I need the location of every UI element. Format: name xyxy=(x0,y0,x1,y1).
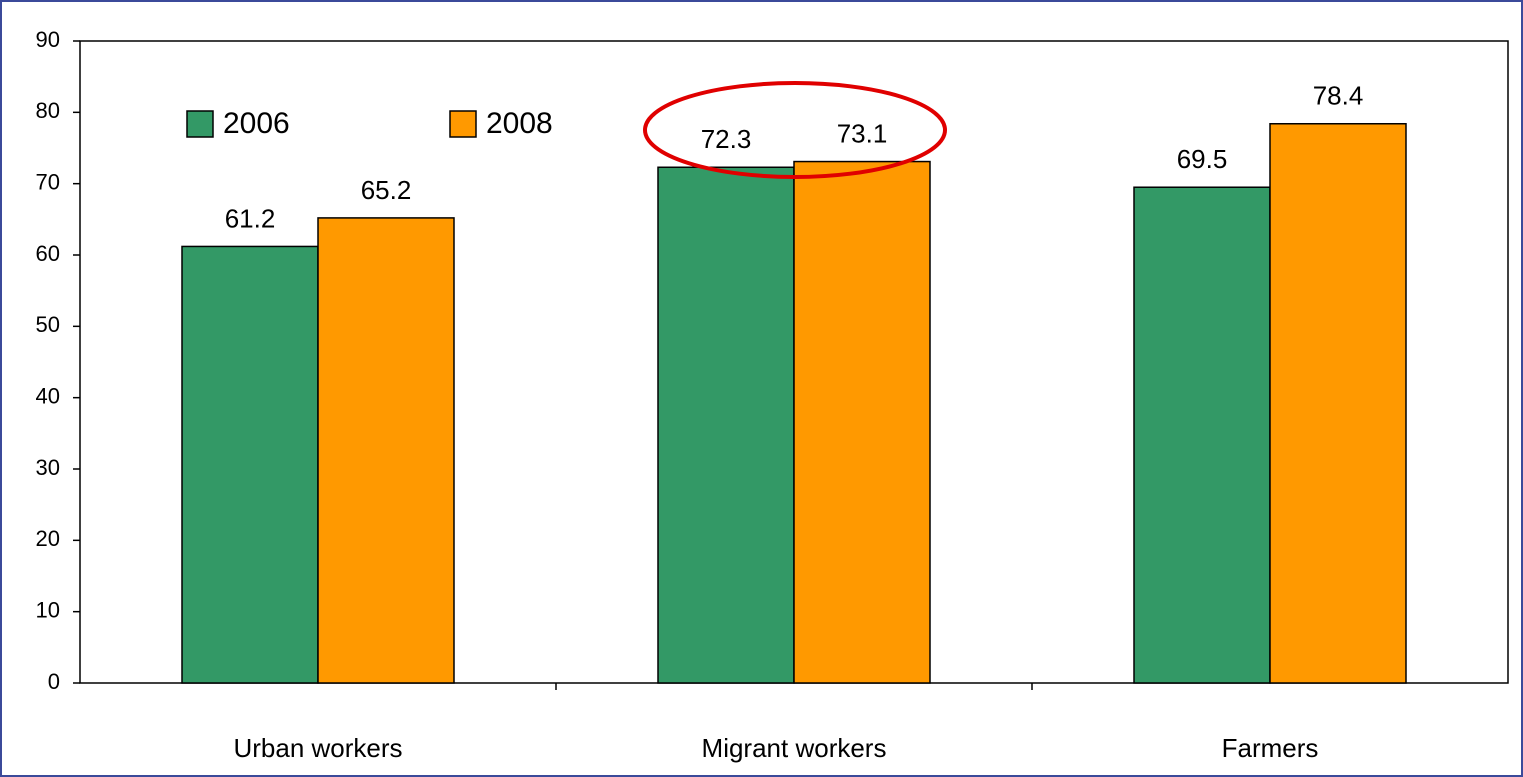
bar xyxy=(1269,122,1407,684)
value-label: 69.5 xyxy=(1177,144,1228,174)
value-label: 78.4 xyxy=(1313,81,1364,111)
y-tick-label: 60 xyxy=(36,241,60,266)
y-tick-label: 80 xyxy=(36,98,60,123)
bar xyxy=(317,217,455,684)
x-tick-label: Urban workers xyxy=(233,733,402,763)
y-tick-label: 70 xyxy=(36,169,60,194)
bar xyxy=(1133,186,1271,684)
value-label: 72.3 xyxy=(701,124,752,154)
legend-swatch xyxy=(449,110,477,138)
y-tick-label: 10 xyxy=(36,597,60,622)
value-label: 65.2 xyxy=(361,175,412,205)
legend-label: 2008 xyxy=(486,107,553,140)
value-label: 73.1 xyxy=(837,118,888,148)
plot: 0 10 20 30 40 50 60 70 80 90 Urban workers 61.2 65.2… xyxy=(36,27,1407,763)
highlight-ellipse xyxy=(643,81,947,179)
y-tick-label: 0 xyxy=(48,669,60,694)
y-tick-label: 50 xyxy=(36,312,60,337)
y-tick-label: 20 xyxy=(36,526,60,551)
x-tick-label: Farmers xyxy=(1222,733,1319,763)
value-label: 61.2 xyxy=(225,203,276,233)
legend-label: 2006 xyxy=(223,107,290,140)
y-tick-label: 30 xyxy=(36,455,60,480)
x-tick-label: Migrant workers xyxy=(702,733,887,763)
legend-swatch xyxy=(186,110,214,138)
bar xyxy=(793,160,931,684)
bar xyxy=(657,166,795,684)
bar xyxy=(181,245,319,684)
y-tick-label: 40 xyxy=(36,383,60,408)
y-tick-label: 90 xyxy=(36,27,60,52)
